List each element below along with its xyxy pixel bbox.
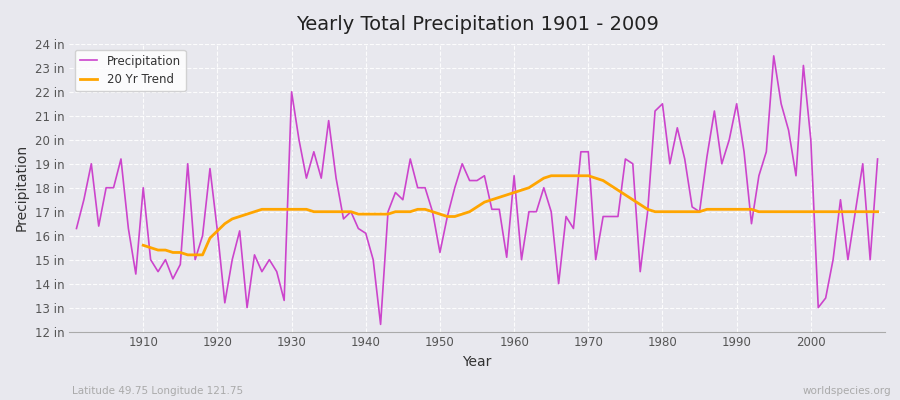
Line: 20 Yr Trend: 20 Yr Trend [143, 176, 878, 255]
20 Yr Trend [138, 243, 148, 248]
Precipitation [338, 216, 349, 221]
20 Yr Trend [590, 176, 601, 180]
Text: worldspecies.org: worldspecies.org [803, 386, 891, 396]
Precipitation [130, 272, 141, 276]
Precipitation [605, 214, 616, 219]
Precipitation [375, 322, 386, 327]
20 Yr Trend [286, 207, 297, 212]
20 Yr Trend [872, 209, 883, 214]
Legend: Precipitation, 20 Yr Trend: Precipitation, 20 Yr Trend [75, 50, 185, 91]
Precipitation [293, 137, 304, 142]
Title: Yearly Total Precipitation 1901 - 2009: Yearly Total Precipitation 1901 - 2009 [295, 15, 659, 34]
Y-axis label: Precipitation: Precipitation [15, 144, 29, 231]
Precipitation [71, 226, 82, 231]
Precipitation [516, 257, 526, 262]
20 Yr Trend [850, 209, 860, 214]
20 Yr Trend [183, 252, 194, 257]
Text: Latitude 49.75 Longitude 121.75: Latitude 49.75 Longitude 121.75 [72, 386, 243, 396]
Precipitation [508, 173, 519, 178]
20 Yr Trend [545, 173, 556, 178]
Precipitation [769, 54, 779, 58]
20 Yr Trend [828, 209, 839, 214]
20 Yr Trend [316, 209, 327, 214]
20 Yr Trend [524, 185, 535, 190]
Line: Precipitation: Precipitation [76, 56, 878, 324]
Precipitation [872, 156, 883, 161]
X-axis label: Year: Year [463, 355, 491, 369]
